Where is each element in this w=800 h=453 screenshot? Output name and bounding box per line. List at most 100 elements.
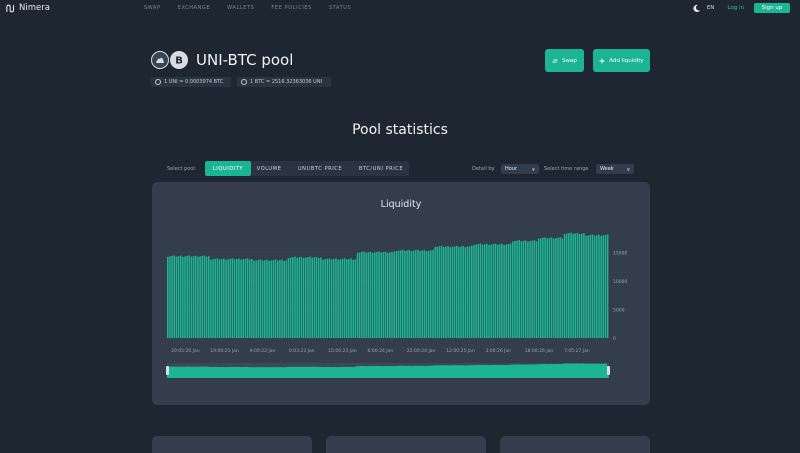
chart-bar (330, 259, 333, 338)
chart-bar (279, 260, 281, 338)
chart-bar (481, 244, 484, 338)
page-title: UNI-BTC pool (196, 51, 294, 69)
uni-small-icon (155, 79, 161, 85)
chart-bar (540, 238, 542, 338)
chart-bar (242, 259, 245, 338)
chart-bar (455, 245, 458, 338)
chart-bar (371, 252, 374, 338)
chart-bar (270, 260, 273, 338)
chart-bar (378, 251, 380, 338)
x-tick-label: 19:00:21 Jan (210, 348, 239, 354)
chart-bar (182, 256, 184, 338)
chart-card: Liquidity 0 5000 10000 15000 20:05:20 Jan 19:… (152, 182, 650, 405)
chart-bar (343, 258, 346, 338)
pair-icons: B (151, 51, 188, 69)
chart-bar (212, 259, 214, 338)
chart-title: Liquidity (380, 199, 422, 210)
chart-bar (460, 246, 462, 338)
chart-bar (402, 249, 404, 338)
chart-bar (207, 256, 210, 338)
brand-name: Nimera (19, 3, 50, 13)
chart-bar (333, 258, 335, 338)
chart-bar (244, 258, 247, 338)
tab-uni-btc-price[interactable]: UNI/BTC PRICE (297, 165, 343, 172)
chart-bar (585, 235, 587, 338)
x-tick-label: 0:03:23 Jan (289, 348, 315, 354)
chart-bar (412, 250, 415, 338)
chart-bar (236, 258, 238, 338)
chart-bar (490, 244, 492, 338)
chart-bar (391, 251, 393, 338)
stat-tabs: LIQUIDITY VOLUME UNI/BTC PRICE BTC/UNI P… (205, 161, 409, 176)
chart-bar (483, 244, 486, 338)
menu-fee-policies[interactable]: FEE POLICIES (271, 5, 312, 11)
navigator-series (167, 363, 609, 378)
y-tick-label: 10000 (613, 279, 627, 285)
brand-logo[interactable]: Nimera (6, 3, 50, 13)
add-liquidity-button[interactable]: Add liquidity (593, 49, 650, 72)
menu-wallets[interactable]: WALLETS (227, 5, 255, 11)
chart-bar (505, 244, 508, 338)
chart-bar (572, 233, 574, 338)
language-switch[interactable]: EN (706, 5, 715, 11)
chart-bar (361, 251, 363, 338)
top-nav: Nimera SWAP EXCHANGE WALLETS FEE POLICIE… (0, 0, 800, 16)
chart-bar (574, 233, 577, 338)
chart-bar (169, 256, 171, 338)
menu-status[interactable]: STATUS (328, 5, 352, 11)
chart-bar (173, 255, 176, 338)
menu-exchange[interactable]: EXCHANGE (177, 5, 211, 11)
chart-bar (475, 244, 477, 338)
chart-bar (518, 240, 520, 338)
chart-bar (503, 244, 505, 338)
liquidity-chart[interactable]: 0 5000 10000 15000 20:05:20 Jan 19:00:21 Jan 9… (152, 182, 650, 405)
nimera-logo-icon (6, 4, 15, 12)
chart-bar (177, 256, 180, 338)
chart-bar (509, 243, 512, 338)
chart-bar (341, 258, 344, 338)
chart-bar (313, 257, 316, 338)
chart-bar (285, 260, 288, 338)
chart-bar (496, 244, 499, 338)
login-link[interactable]: Log in (727, 5, 744, 11)
chart-bar (451, 246, 454, 338)
nav-right: EN Log in Sign up (692, 3, 790, 13)
tab-btc-uni-price[interactable]: BTC/UNI PRICE (358, 165, 404, 172)
swap-label: Swap (562, 57, 577, 64)
chart-bar (339, 259, 342, 338)
chart-bar (251, 258, 253, 338)
chart-bar (186, 255, 188, 338)
chart-bar (479, 243, 482, 338)
chart-bar (292, 257, 294, 338)
chart-bar (544, 237, 546, 338)
chart-bar (395, 251, 398, 338)
signup-button[interactable]: Sign up (754, 3, 790, 13)
chart-bar (419, 250, 421, 338)
rate-btc-uni: 1 BTC = 2516.32363036 UNI (237, 77, 331, 87)
chart-bar (358, 252, 361, 338)
detail-label: Detail by (472, 166, 495, 172)
plus-icon (599, 58, 605, 63)
menu-swap[interactable]: SWAP (144, 5, 161, 11)
moon-icon[interactable] (692, 4, 701, 13)
range-select[interactable]: Week ▼ (596, 164, 634, 174)
chart-bar (576, 232, 579, 338)
chart-bar (229, 258, 232, 338)
chart-bar (373, 252, 376, 338)
chart-bar (352, 259, 354, 338)
chart-bar (552, 238, 555, 338)
tab-liquidity[interactable]: LIQUIDITY (205, 161, 251, 176)
tab-volume[interactable]: VOLUME (256, 165, 282, 172)
swap-button[interactable]: Swap (545, 49, 584, 72)
detail-select[interactable]: Hour ▼ (501, 164, 539, 174)
chart-bar (324, 259, 326, 338)
chart-bar (600, 235, 602, 338)
chart-bar (227, 259, 229, 338)
uni-coin-icon (151, 51, 169, 69)
chart-bar (499, 244, 501, 338)
chart-bar (520, 241, 523, 338)
chart-bar (231, 258, 234, 338)
chart-bar (580, 233, 583, 338)
chart-bar (445, 246, 447, 338)
chart-bar (218, 259, 221, 338)
